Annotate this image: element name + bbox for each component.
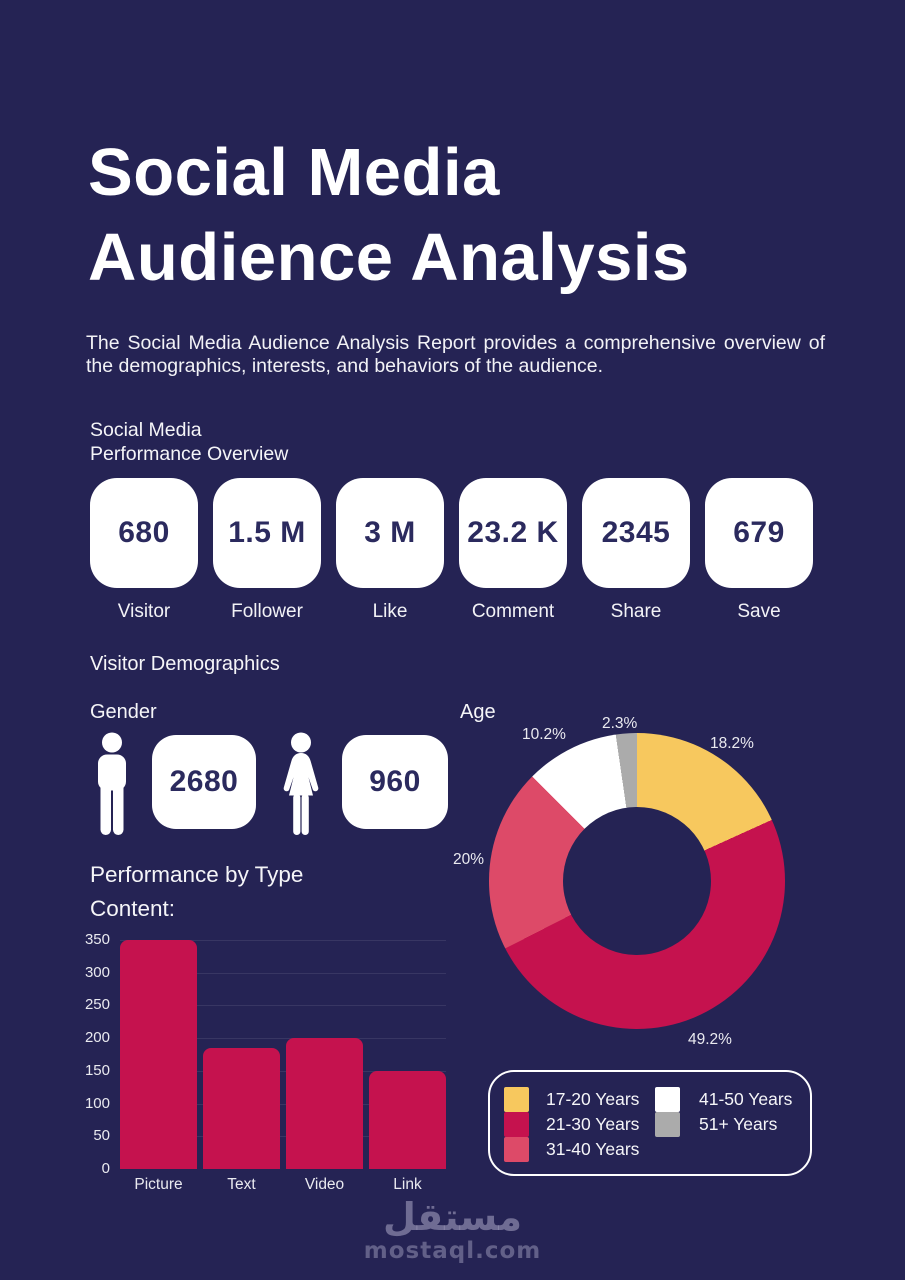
age-donut-hole bbox=[563, 807, 711, 955]
page-title: Social Media Audience Analysis bbox=[88, 130, 690, 300]
watermark: مستقل mostaql.com bbox=[0, 1196, 905, 1264]
legend-label-41-50-years: 41-50 Years bbox=[699, 1089, 793, 1109]
gridline-100 bbox=[120, 1103, 446, 1105]
stat-visitor: 680 Visitor bbox=[90, 478, 198, 623]
donut-label-21-30: 49.2% bbox=[688, 1031, 732, 1048]
male-count: 2680 bbox=[169, 765, 239, 798]
visitor-demographics-heading: Visitor Demographics bbox=[90, 653, 280, 675]
x-label-text: Text bbox=[227, 1176, 256, 1193]
y-tick-0: 0 bbox=[101, 1160, 110, 1177]
legend-label-51+-years: 51+ Years bbox=[699, 1114, 778, 1134]
y-tick-250: 250 bbox=[84, 996, 110, 1014]
donut-label-31-40: 20% bbox=[453, 851, 485, 868]
content-performance-heading: Performance by Type Content: bbox=[90, 858, 303, 926]
stat-card-share: 2345 bbox=[582, 478, 690, 588]
stat-card-like: 3 M bbox=[336, 478, 444, 588]
stat-value-follower: 1.5 M bbox=[228, 516, 306, 549]
stat-value-visitor: 680 bbox=[118, 516, 170, 549]
gridline-150 bbox=[120, 1070, 446, 1072]
legend-swatch-41-50-years bbox=[655, 1087, 680, 1112]
stat-comment: 23.2 K Comment bbox=[459, 478, 567, 623]
male-icon bbox=[98, 732, 126, 835]
legend-swatch-17-20-years bbox=[504, 1087, 529, 1112]
stat-value-comment: 23.2 K bbox=[467, 516, 559, 549]
x-label-link: Link bbox=[393, 1176, 422, 1193]
bar-text bbox=[203, 1047, 280, 1169]
content-performance-heading-line1: Performance by Type bbox=[90, 862, 304, 887]
y-tick-200: 200 bbox=[84, 1029, 110, 1047]
donut-label-51plus: 2.3% bbox=[602, 715, 638, 732]
gridline-300 bbox=[120, 972, 446, 974]
legend-label-31-40-years: 31-40 Years bbox=[546, 1139, 640, 1159]
stat-label-like: Like bbox=[372, 601, 408, 622]
age-section-label: Age bbox=[460, 701, 496, 723]
stat-value-save: 679 bbox=[733, 516, 785, 549]
stat-value-share: 2345 bbox=[601, 516, 671, 549]
stat-card-comment: 23.2 K bbox=[459, 478, 567, 588]
page-description: The Social Media Audience Analysis Repor… bbox=[86, 332, 825, 377]
stat-card-visitor: 680 bbox=[90, 478, 198, 588]
stat-card-follower: 1.5 M bbox=[213, 478, 321, 588]
gender-section-label: Gender bbox=[90, 701, 157, 723]
x-label-picture: Picture bbox=[134, 1176, 183, 1193]
performance-overview-heading-line1: Social Media bbox=[90, 419, 202, 441]
legend-swatch-51+-years bbox=[655, 1112, 680, 1137]
legend-label-21-30-years: 21-30 Years bbox=[546, 1114, 640, 1134]
donut-label-17-20: 18.2% bbox=[710, 735, 754, 752]
gridline-350 bbox=[120, 940, 446, 941]
watermark-domain: mostaql.com bbox=[363, 1238, 542, 1264]
age-legend: 17-20 Years 21-30 Years 31-40 Years 41-50 Y… bbox=[488, 1070, 812, 1176]
stat-label-comment: Comment bbox=[471, 601, 555, 622]
y-tick-150: 150 bbox=[84, 1061, 110, 1079]
stat-label-visitor: Visitor bbox=[117, 601, 171, 622]
content-bar-chart: 0 50 100 150 200 250 300 350 Picture Text Video Lin… bbox=[85, 928, 450, 1203]
performance-overview-heading: Social Media Performance Overview bbox=[90, 419, 288, 466]
stat-share: 2345 Share bbox=[582, 478, 690, 623]
page-title-line1: Social Media bbox=[88, 135, 500, 210]
y-tick-100: 100 bbox=[84, 1094, 110, 1112]
stat-label-save: Save bbox=[737, 601, 781, 622]
gridline-50 bbox=[120, 1136, 446, 1138]
stats-row: 680 Visitor 1.5 M Follower 3 M Like 23.2… bbox=[90, 478, 813, 623]
age-donut bbox=[489, 733, 785, 1029]
female-count: 960 bbox=[369, 765, 421, 798]
stat-follower: 1.5 M Follower bbox=[213, 478, 321, 623]
bar-link bbox=[369, 1070, 446, 1169]
donut-label-41-50: 10.2% bbox=[522, 726, 566, 743]
stat-card-save: 679 bbox=[705, 478, 813, 588]
female-icon bbox=[283, 732, 319, 835]
stat-save: 679 Save bbox=[705, 478, 813, 623]
legend-swatch-21-30-years bbox=[504, 1112, 529, 1137]
content-performance-heading-line2: Content: bbox=[90, 896, 176, 921]
watermark-arabic-logo: مستقل bbox=[383, 1195, 522, 1239]
stat-like: 3 M Like bbox=[336, 478, 444, 623]
stat-label-share: Share bbox=[610, 601, 662, 622]
legend-swatch-31-40-years bbox=[504, 1137, 529, 1162]
gridline-200 bbox=[120, 1038, 446, 1040]
x-label-video: Video bbox=[304, 1176, 345, 1193]
y-tick-300: 300 bbox=[84, 963, 110, 981]
stat-label-follower: Follower bbox=[231, 601, 303, 622]
bar-picture bbox=[120, 940, 197, 1169]
performance-overview-heading-line2: Performance Overview bbox=[90, 442, 289, 465]
stat-value-like: 3 M bbox=[364, 516, 416, 549]
male-count-card: 2680 bbox=[152, 735, 256, 829]
page-title-line2: Audience Analysis bbox=[88, 220, 690, 295]
bar-video bbox=[286, 1038, 363, 1169]
female-count-card: 960 bbox=[342, 735, 448, 829]
legend-label-17-20-years: 17-20 Years bbox=[546, 1089, 640, 1109]
y-tick-50: 50 bbox=[93, 1127, 110, 1145]
y-tick-350: 350 bbox=[84, 931, 110, 948]
gridline-250 bbox=[120, 1005, 446, 1007]
